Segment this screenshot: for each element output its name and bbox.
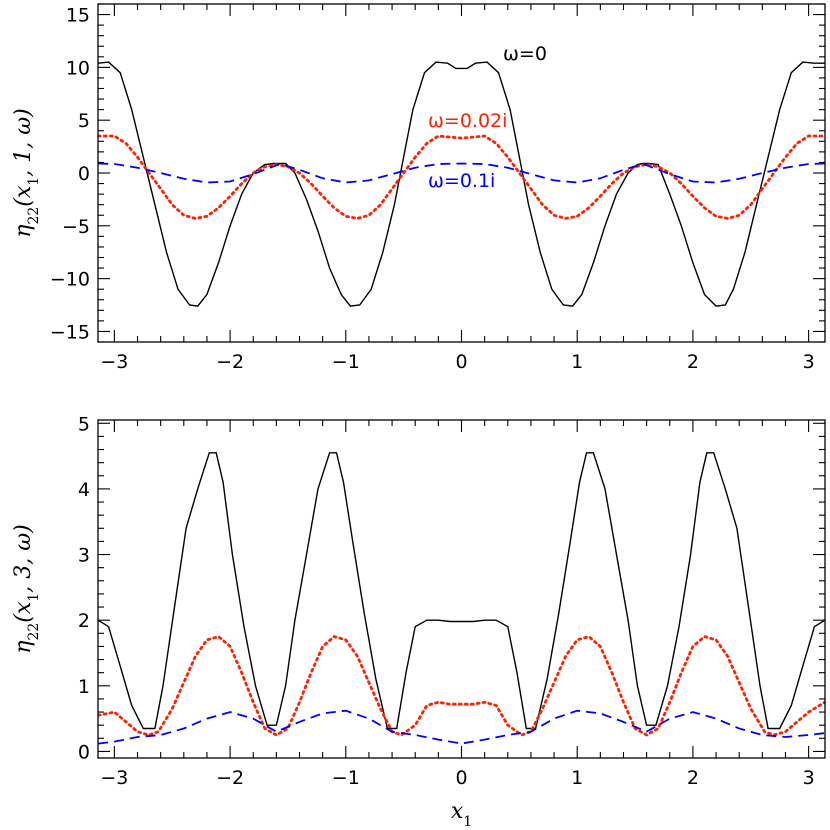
bottom-series-omega01i: [98, 709, 825, 745]
top-series-omega0: [98, 61, 825, 307]
top-ytick-label: −5: [62, 216, 90, 238]
top-xtick-label: 0: [455, 351, 467, 373]
top-series-omega002i: [98, 134, 825, 220]
top-xtick-label: −1: [332, 351, 360, 373]
bottom-xtick-label: −1: [332, 767, 360, 789]
bottom-xtick-label: 1: [571, 767, 583, 789]
top-ytick-label: −10: [50, 269, 90, 291]
bottom-xtick-label: −3: [100, 767, 128, 789]
bottom-ytick-label: 1: [78, 676, 90, 698]
top-xtick-label: −3: [100, 351, 128, 373]
bottom-y-axis-label: η22(x1, 3, ω): [11, 524, 42, 653]
top-ytick-label: 10: [66, 57, 90, 79]
annotation-omega0: ω=0: [503, 43, 547, 65]
top-series-omega01i: [98, 162, 825, 184]
bottom-ytick-label: 3: [78, 545, 90, 567]
annotation-omega002i: ω=0.02i: [428, 110, 507, 132]
top-ytick-label: −15: [50, 321, 90, 343]
top-y-axis-label: η22(x1, 1, ω): [11, 108, 42, 237]
bottom-panel: −3 −2 −1 0 1 2 3 0 1 2 3 4 5 η22(x1, 3, ω) x1: [11, 413, 826, 830]
annotation-omega01i: ω=0.1i: [428, 170, 495, 192]
bottom-xtick-label: −2: [216, 767, 244, 789]
top-xtick-label: −2: [216, 351, 244, 373]
bottom-series-omega002i: [98, 635, 825, 737]
top-ytick-label: 0: [78, 163, 90, 185]
bottom-ytick-label: 2: [78, 610, 90, 632]
bottom-xtick-label: 3: [803, 767, 815, 789]
bottom-xtick-label: 0: [455, 767, 467, 789]
top-xtick-label: 3: [803, 351, 815, 373]
bottom-series-omega0: [98, 452, 825, 730]
x-axis-label: x1: [451, 799, 472, 830]
top-xtick-label: 1: [571, 351, 583, 373]
top-ytick-label: 15: [66, 5, 90, 27]
bottom-ytick-label: 5: [78, 413, 90, 435]
bottom-ytick-label: 4: [78, 479, 90, 501]
bottom-ytick-label: 0: [78, 741, 90, 763]
top-xtick-label: 2: [687, 351, 699, 373]
top-ytick-label: 5: [78, 110, 90, 132]
bottom-xtick-label: 2: [687, 767, 699, 789]
bottom-plot-frame: [97, 419, 826, 759]
